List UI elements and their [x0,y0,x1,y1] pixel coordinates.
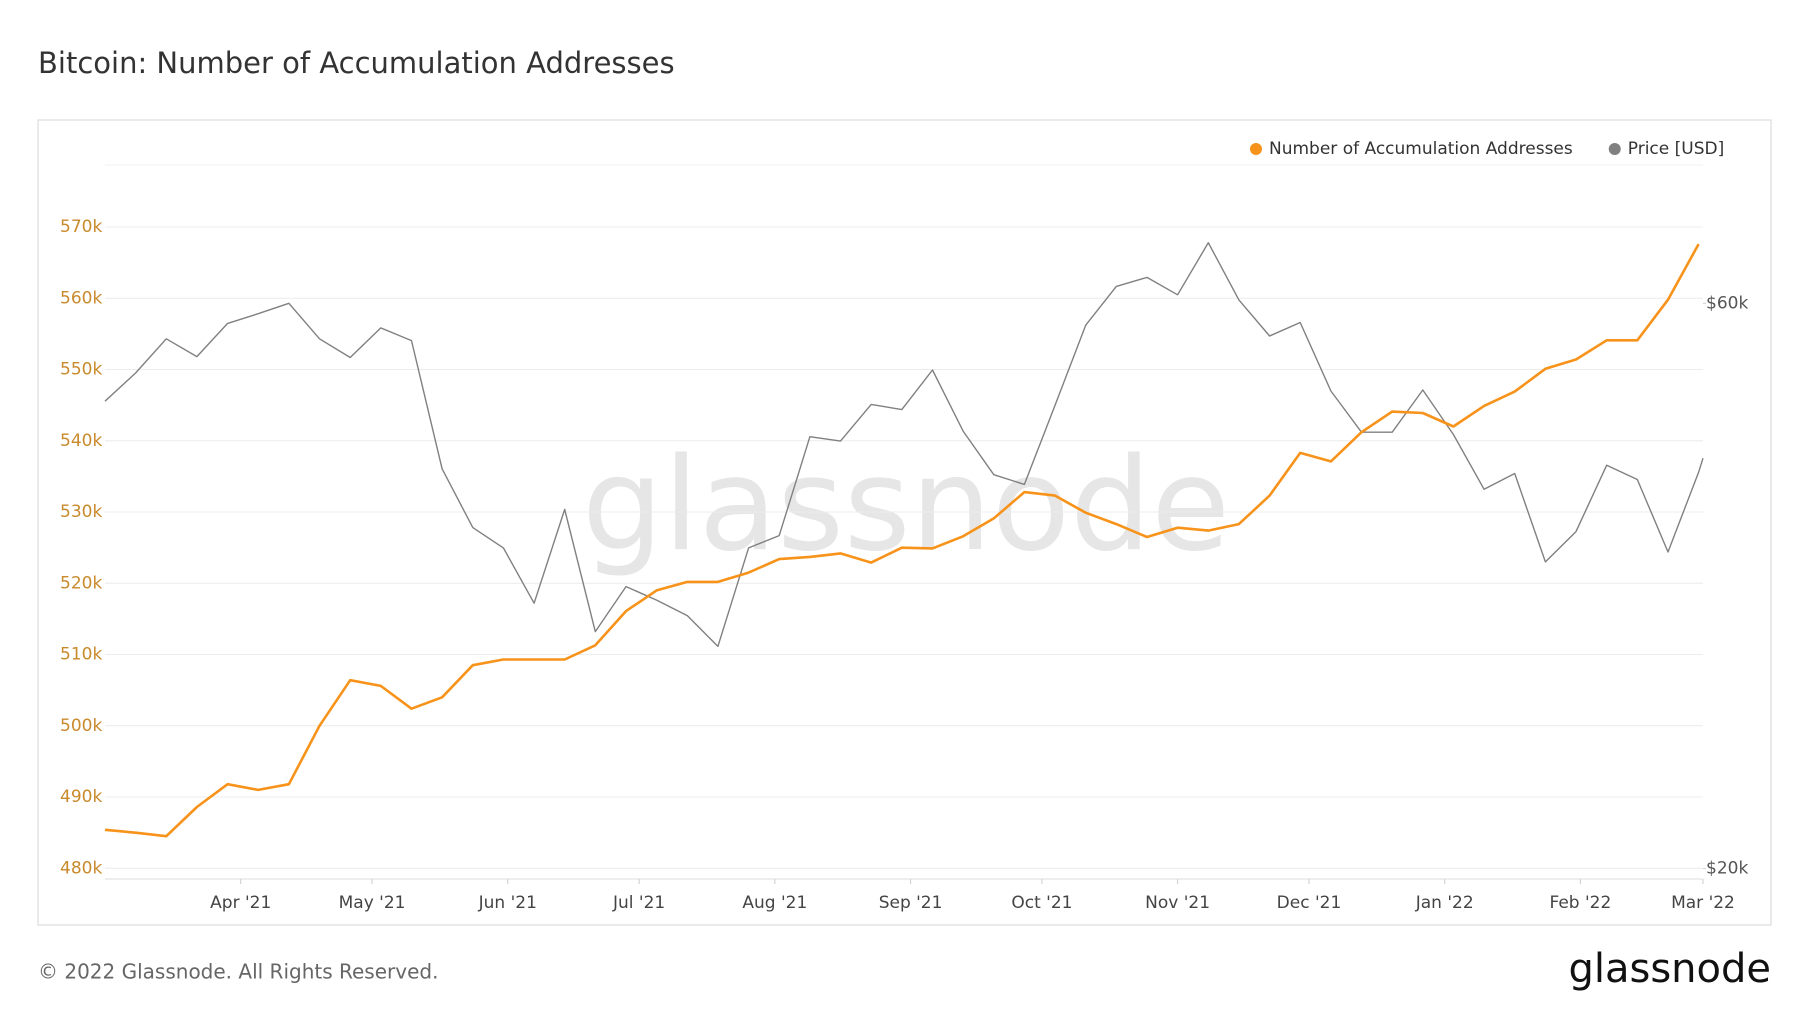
x-tick-label: Apr '21 [210,893,271,913]
y-tick-label: 570k [60,217,102,237]
x-tick-label: Sep '21 [879,893,943,913]
y-tick-label: 480k [60,858,102,878]
x-tick-label: Aug '21 [742,893,807,913]
chart-panel [37,119,1772,926]
legend-swatch [1250,143,1262,155]
x-tick-label: May '21 [339,893,406,913]
footer: © 2022 Glassnode. All Rights Reserved. [38,960,438,984]
legend-label: Number of Accumulation Addresses [1269,139,1573,159]
y-tick-label: 520k [60,573,102,593]
y-tick-label: 510k [60,645,102,665]
chart-title: Bitcoin: Number of Accumulation Addresse… [38,46,675,80]
series-line [104,243,1700,838]
legend-swatch [1608,143,1621,155]
x-tick-label: Jan '22 [1415,893,1474,913]
series-line [104,242,1704,648]
x-tick-label: Feb '22 [1550,893,1612,913]
y-tick-label: 560k [60,288,102,308]
legend-label: Price [USD] [1628,139,1724,159]
y-tick-label: 500k [60,716,102,736]
y2-tick-label: $60k [1706,293,1748,313]
y-tick-label: 530k [60,502,102,522]
y2-tick-label: $20k [1706,859,1748,879]
y-tick-label: 540k [60,431,102,451]
x-tick-label: Oct '21 [1011,893,1072,913]
x-tick-label: Jul '21 [612,893,665,913]
logo: glassnode [1568,946,1771,992]
x-tick-label: Mar '22 [1671,893,1735,913]
x-tick-label: Dec '21 [1277,893,1342,913]
x-tick-label: Jun '21 [478,893,537,913]
y-tick-label: 490k [60,787,102,807]
plot-area: 480k 490k 500k 510k 520k 530k 540k 550k 560k 570k… [60,139,1748,913]
x-tick-label: Nov '21 [1145,893,1210,913]
watermark: glassnode [582,431,1230,580]
y-tick-label: 550k [60,360,102,380]
